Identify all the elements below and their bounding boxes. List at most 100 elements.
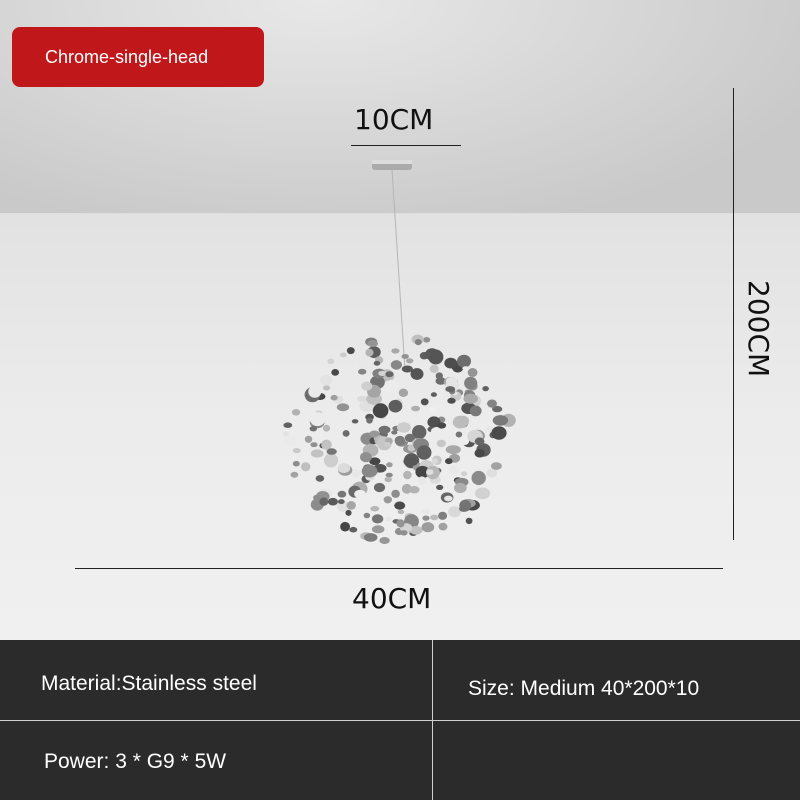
chandelier-disc — [423, 337, 431, 343]
chandelier-disc — [455, 431, 463, 438]
chandelier-disc — [414, 339, 422, 346]
chandelier-disc — [292, 448, 301, 454]
chandelier-disc — [390, 360, 402, 370]
chandelier-disc — [410, 368, 424, 380]
chandelier-disc — [492, 415, 509, 426]
chandelier-disc — [415, 465, 430, 479]
width-dimension-line — [75, 568, 723, 569]
chandelier-disc — [474, 448, 485, 458]
chandelier-disc — [420, 398, 429, 406]
chandelier-disc — [487, 399, 497, 408]
chandelier-disc — [330, 394, 338, 401]
chandelier-disc — [398, 388, 409, 397]
chandelier-disc — [365, 348, 374, 357]
chandelier-disc — [391, 489, 400, 498]
chandelier-disc — [396, 519, 405, 528]
chandelier-disc — [310, 449, 324, 458]
chandelier-disc — [406, 358, 414, 364]
height-dimension-label: 200CM — [742, 280, 775, 378]
chandelier-disc — [444, 495, 453, 502]
chandelier-disc — [444, 357, 458, 369]
chandelier-disc — [430, 407, 437, 413]
chandelier-disc — [474, 437, 485, 446]
product-photo: Chrome-single-head 10CM 200CM 40CM — [0, 0, 800, 640]
chandelier-disc — [385, 472, 393, 478]
chandelier-disc — [304, 435, 313, 443]
chandelier-disc — [462, 366, 470, 371]
chandelier-disc — [358, 359, 372, 369]
chandelier-disc — [491, 426, 507, 440]
chandelier-disc — [447, 397, 456, 404]
chandelier-disc — [438, 511, 448, 520]
chandelier-disc — [369, 430, 380, 438]
chandelier-disc — [400, 530, 408, 536]
chandelier-disc — [403, 456, 419, 467]
chandelier-disc — [308, 385, 322, 398]
chandelier-disc — [378, 425, 391, 434]
chandelier-disc — [430, 392, 437, 397]
chandelier-disc — [424, 352, 432, 358]
chandelier-disc — [429, 364, 439, 373]
chandelier-disc — [339, 352, 347, 358]
chandelier-disc — [465, 517, 473, 525]
chandelier-disc — [309, 426, 317, 432]
chandelier-disc — [459, 506, 469, 512]
chandelier-disc — [383, 496, 392, 504]
chandelier-disc — [386, 462, 393, 468]
chandelier-disc — [331, 369, 340, 376]
chandelier-disc — [282, 431, 289, 437]
chandelier-disc — [346, 501, 356, 510]
spec-material: Material:Stainless steel — [41, 672, 257, 695]
chandelier-disc — [342, 430, 350, 437]
chandelier-disc — [486, 468, 498, 478]
chandelier-disc — [322, 424, 331, 432]
chandelier-disc — [291, 409, 301, 416]
chandelier-disc — [346, 347, 355, 355]
top-dimension-label: 10CM — [354, 103, 434, 136]
chandelier-disc — [416, 445, 432, 460]
chandelier-disc — [384, 441, 391, 447]
chandelier-disc — [436, 439, 446, 448]
chandelier-disc — [401, 483, 412, 494]
spec-size: Size: Medium 40*200*10 — [468, 677, 700, 700]
chandelier-disc — [407, 444, 416, 452]
chandelier-disc — [438, 522, 448, 531]
chandelier-disc — [358, 368, 367, 375]
chandelier-disc — [290, 471, 299, 478]
chandelier-disc — [360, 452, 372, 463]
chandelier-disc — [469, 405, 482, 417]
chandelier-disc — [431, 458, 438, 464]
chandelier-disc — [337, 463, 351, 474]
chandelier-disc — [371, 514, 384, 524]
chandelier-disc — [326, 448, 337, 455]
chandelier-disc — [426, 469, 434, 475]
chandelier-disc — [409, 486, 420, 494]
chandelier-disc — [372, 403, 389, 419]
row-divider — [0, 720, 800, 721]
chandelier-disc — [397, 422, 411, 433]
chandelier-disc — [301, 462, 311, 472]
column-divider — [432, 640, 433, 800]
chandelier-disc — [445, 458, 453, 465]
chandelier-disc — [445, 386, 456, 393]
chandelier-disc — [404, 433, 415, 443]
chandelier-disc — [373, 360, 381, 366]
chandelier-disc — [436, 484, 444, 490]
chandelier-disc — [336, 403, 350, 412]
chandelier-disc — [361, 464, 378, 478]
suspension-wire — [391, 169, 406, 371]
chandelier-disc — [457, 354, 471, 368]
chandelier-disc — [327, 358, 335, 365]
chandelier-disc — [490, 462, 502, 470]
chandelier-disc — [430, 427, 442, 438]
chandelier-disc — [321, 439, 332, 450]
spec-power: Power: 3 * G9 * 5W — [44, 750, 227, 773]
chandelier-disc — [327, 497, 338, 506]
chandelier-disc — [411, 405, 421, 412]
chandelier-disc — [403, 470, 412, 480]
top-dimension-line — [351, 145, 461, 146]
chandelier-disc — [492, 405, 503, 413]
chandelier-disc — [461, 471, 468, 477]
chandelier-disc — [391, 430, 398, 435]
chandelier-disc — [323, 453, 339, 468]
